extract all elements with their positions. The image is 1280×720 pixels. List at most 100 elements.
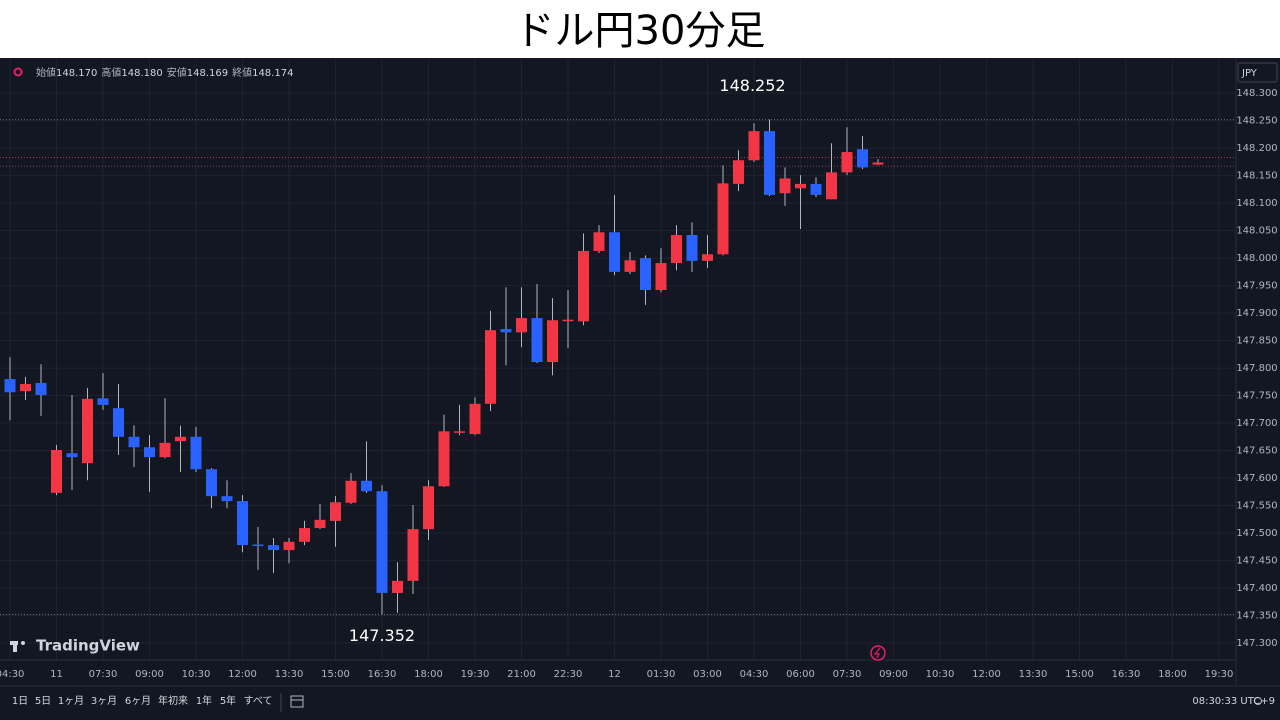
x-tick-label: 06:00 <box>786 669 815 680</box>
page-title: ドル円30分足 <box>515 8 766 54</box>
currency-box[interactable] <box>1237 62 1278 83</box>
event-icon[interactable] <box>870 645 886 661</box>
candle-body <box>640 258 651 291</box>
y-tick-label: 147.600 <box>1236 473 1277 484</box>
x-tick-label: 12:00 <box>972 669 1001 680</box>
y-tick-label: 148.200 <box>1236 143 1277 154</box>
candle-body <box>283 541 295 551</box>
candle-body <box>206 469 217 497</box>
x-tick-label: 01:30 <box>647 669 676 680</box>
candle-body <box>299 528 310 542</box>
x-tick-label: 18:00 <box>1158 669 1187 680</box>
y-tick-label: 147.800 <box>1236 363 1277 374</box>
x-tick-label: 16:30 <box>368 669 397 680</box>
chart-background <box>0 58 1280 720</box>
candle-body <box>159 442 171 458</box>
y-tick-label: 148.150 <box>1236 171 1277 182</box>
legend-value: 148.170 <box>56 68 97 79</box>
x-tick-label: 10:30 <box>926 669 955 680</box>
candle-body <box>872 162 884 165</box>
x-tick-label: 16:30 <box>1112 669 1141 680</box>
logo: TradingView <box>10 637 140 655</box>
candle-body <box>268 545 279 551</box>
settings-icon[interactable] <box>1254 697 1262 705</box>
range-button[interactable]: 年初来 <box>158 694 188 707</box>
x-tick-label: 07:30 <box>89 669 118 680</box>
extreme-label: 147.352 <box>349 626 415 645</box>
y-tick-label: 147.700 <box>1236 418 1277 429</box>
candle-body <box>314 519 326 529</box>
range-button[interactable]: 6ヶ月 <box>125 695 151 707</box>
candle-body <box>20 384 31 392</box>
candle-body <box>655 263 667 291</box>
x-tick-label: 19:30 <box>461 669 490 680</box>
candle-body <box>4 379 16 393</box>
candle-body <box>578 250 589 322</box>
extreme-label: 148.252 <box>719 76 785 95</box>
range-button[interactable]: 1日 <box>12 696 28 707</box>
range-button[interactable]: 5年 <box>220 694 236 707</box>
calendar-icon[interactable] <box>290 695 304 708</box>
x-tick-label: 21:00 <box>507 669 536 680</box>
x-tick-label: 04:30 <box>0 669 24 680</box>
y-tick-label: 147.900 <box>1236 308 1277 319</box>
candle-body <box>593 232 605 251</box>
candle-body <box>485 330 496 404</box>
currency-label[interactable]: JPY <box>1241 68 1258 79</box>
candle-body <box>702 254 713 261</box>
x-tick-label: 07:30 <box>833 669 862 680</box>
y-tick-label: 147.500 <box>1236 528 1277 539</box>
x-tick-label: 18:00 <box>414 669 443 680</box>
grid <box>0 58 1236 660</box>
candle-body <box>392 580 403 593</box>
clock: 08:30:33 UTC+9 <box>1192 696 1275 707</box>
x-tick-label: 09:00 <box>879 669 908 680</box>
range-button[interactable]: 3ヶ月 <box>91 695 117 707</box>
y-tick-label: 147.550 <box>1236 501 1277 512</box>
candle-body <box>547 320 558 363</box>
candle-body <box>221 496 233 502</box>
candle-body <box>128 436 140 448</box>
candle-body <box>531 318 543 363</box>
y-tick-label: 148.100 <box>1236 198 1277 209</box>
range-button[interactable]: 1年 <box>196 694 212 707</box>
symbol-icon <box>13 67 23 77</box>
candle-body <box>66 453 78 458</box>
legend-value: 148.174 <box>252 68 293 79</box>
range-button[interactable]: すべて <box>244 695 273 707</box>
legend-label: 高値 <box>101 66 121 79</box>
candle-body <box>113 408 124 437</box>
y-tick-label: 147.450 <box>1236 555 1277 566</box>
y-tick-label: 147.350 <box>1236 610 1277 621</box>
x-tick-label: 12 <box>608 669 621 680</box>
y-tick-label: 147.300 <box>1236 638 1277 649</box>
candle-body <box>330 502 341 521</box>
y-tick-label: 148.250 <box>1236 116 1277 127</box>
x-tick-label: 19:30 <box>1205 669 1234 680</box>
candle-body <box>562 319 574 322</box>
legend-value: 148.169 <box>187 68 228 79</box>
candle-body <box>144 447 155 458</box>
candle-body <box>438 431 450 487</box>
legend-label: 安値 <box>167 66 187 79</box>
candle-body <box>624 260 636 272</box>
candle-body <box>810 183 822 195</box>
y-tick-label: 147.400 <box>1236 583 1277 594</box>
y-tick-label: 148.000 <box>1236 253 1277 264</box>
y-tick-label: 147.950 <box>1236 281 1277 292</box>
candle-body <box>841 152 853 173</box>
candle-body <box>516 318 527 333</box>
range-button[interactable]: 1ヶ月 <box>58 695 84 707</box>
candle-body <box>717 183 729 255</box>
candle-body <box>857 149 868 168</box>
x-tick-label: 10:30 <box>182 669 211 680</box>
y-tick-label: 147.650 <box>1236 446 1277 457</box>
title-bar <box>0 0 1280 58</box>
candle-body <box>779 178 791 194</box>
y-tick-label: 148.300 <box>1236 88 1277 99</box>
logo-mark <box>13 641 17 652</box>
toolbar <box>0 686 1280 720</box>
range-button[interactable]: 5日 <box>35 696 51 707</box>
candle-body <box>764 131 775 195</box>
candle-body <box>454 431 465 433</box>
